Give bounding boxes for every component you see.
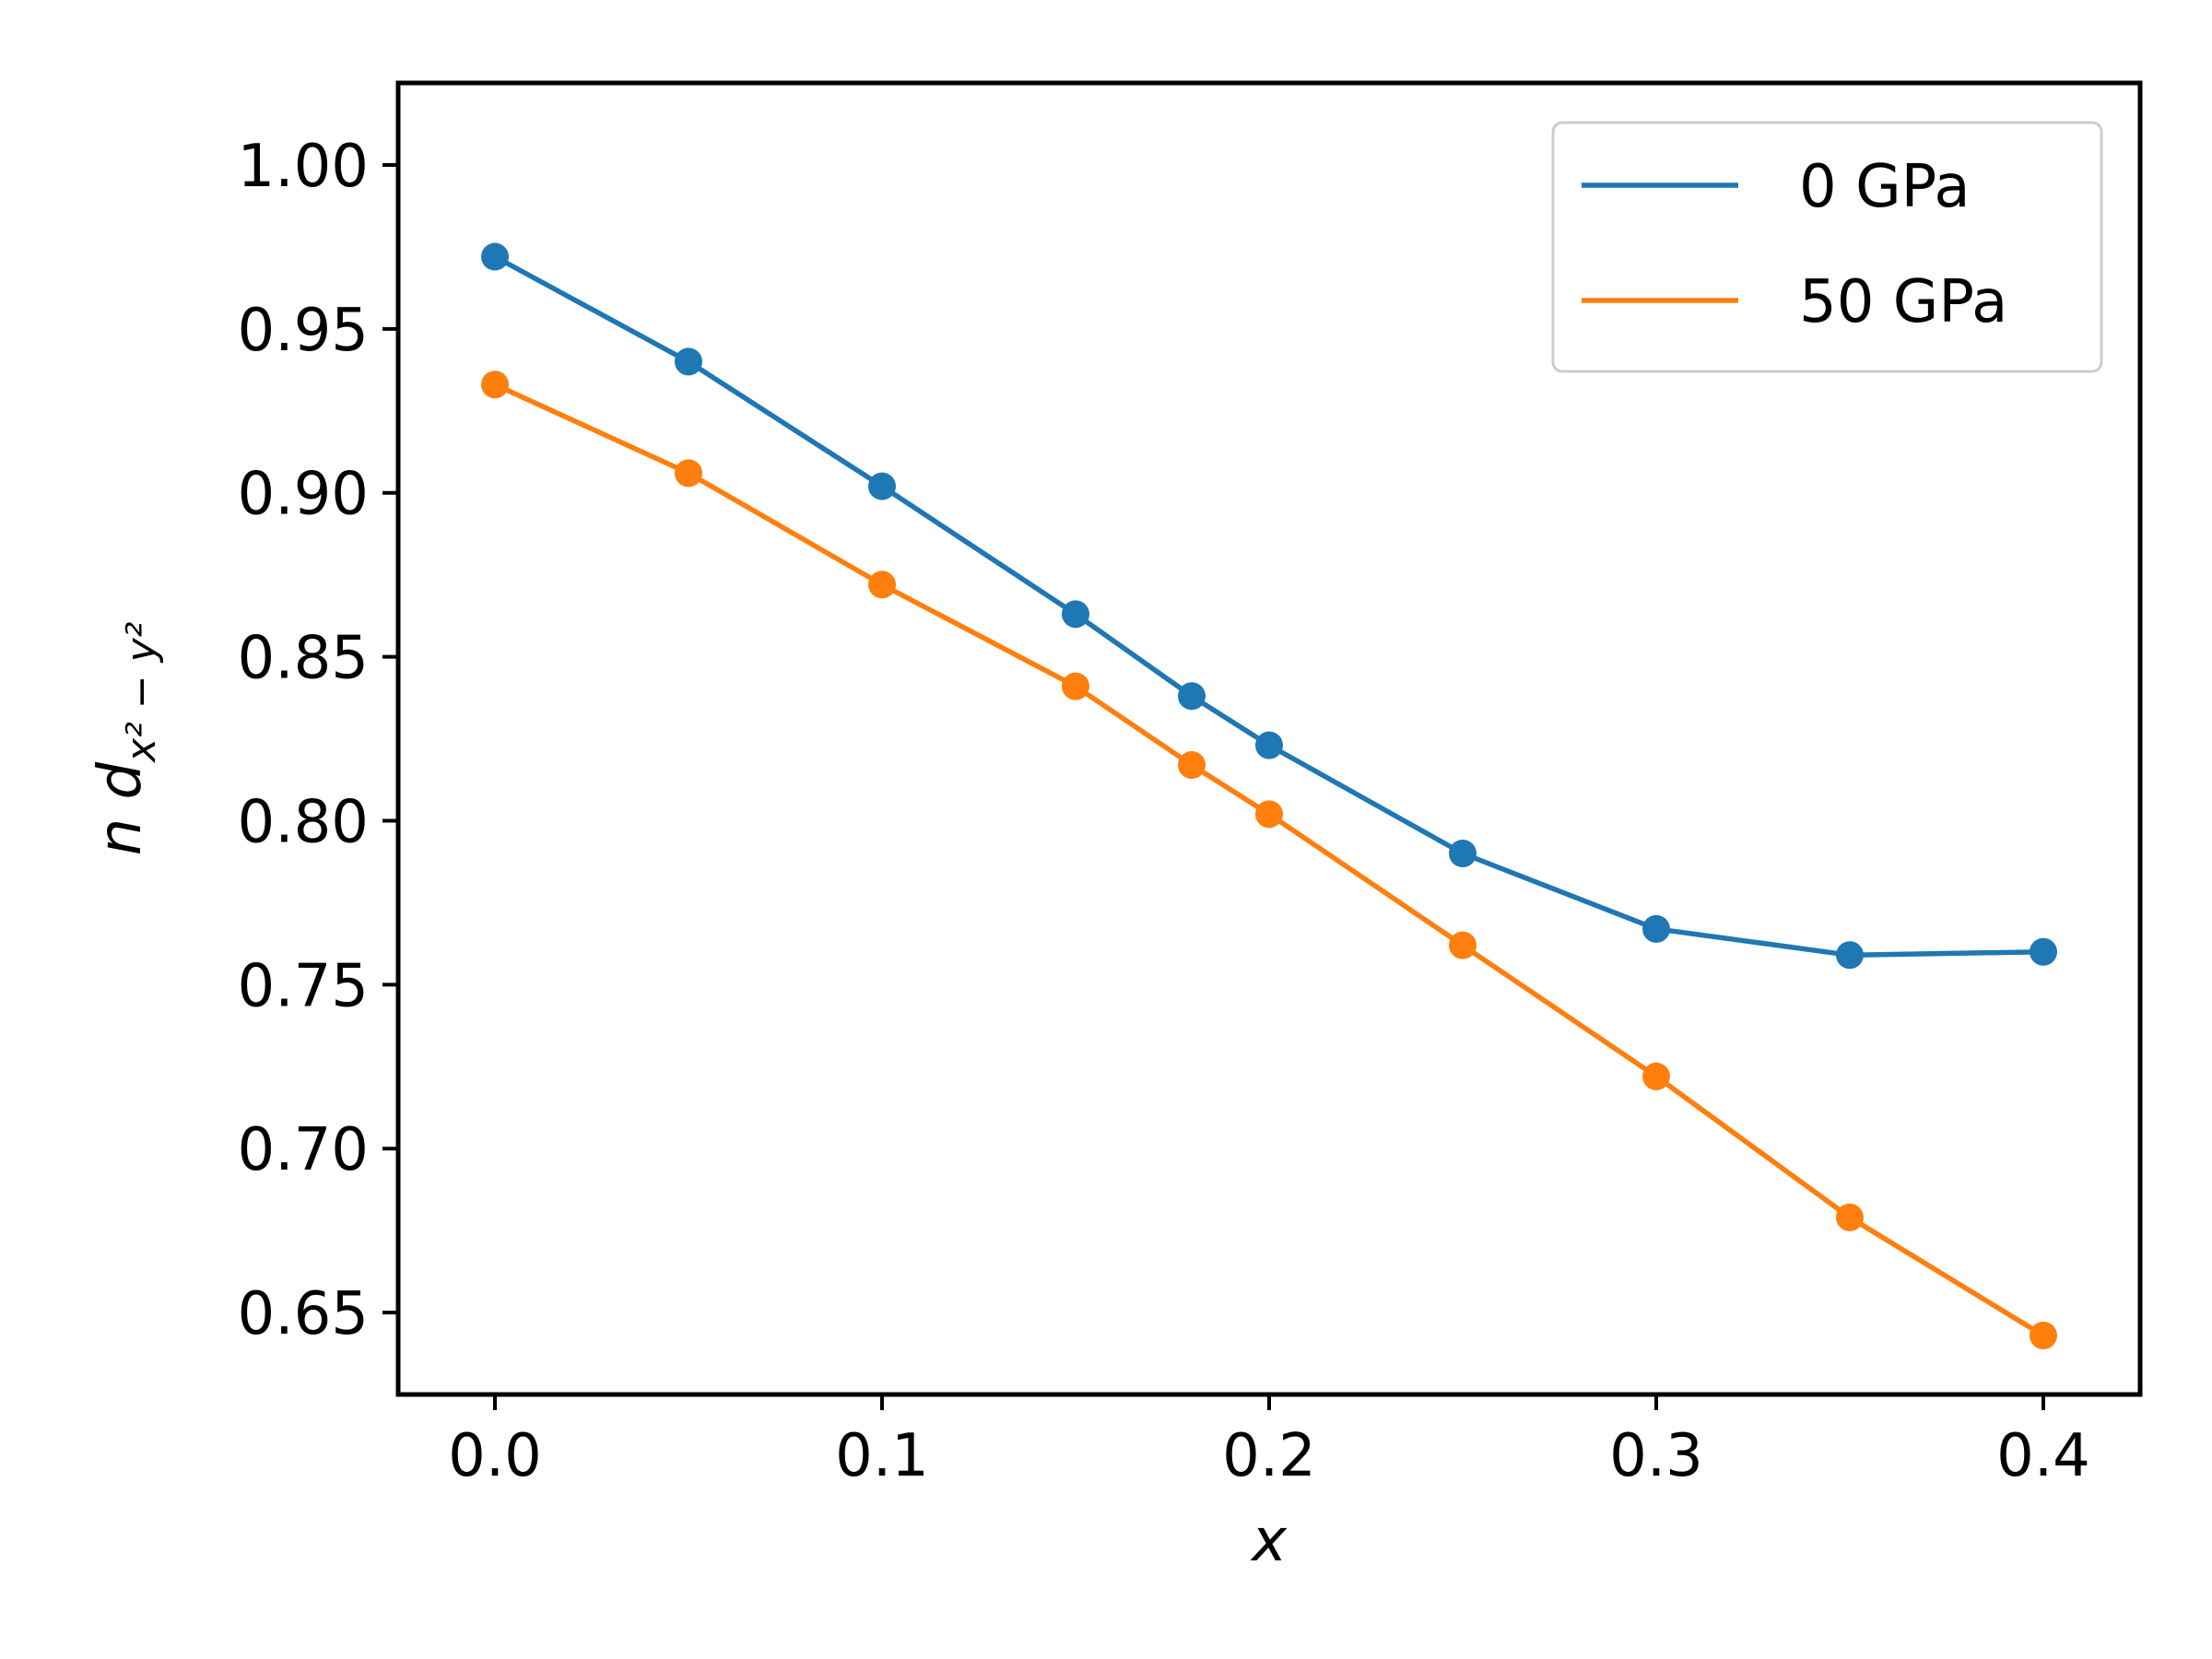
- data-point: [1449, 840, 1477, 868]
- y-tick-label: 0.70: [238, 1116, 370, 1184]
- data-point: [481, 371, 509, 399]
- y-axis-label-main: n d: [87, 761, 155, 855]
- y-tick-label: 0.90: [238, 461, 370, 529]
- data-point: [675, 347, 702, 376]
- legend: 0 GPa 50 GPa: [1551, 121, 2103, 373]
- y-tick-label: 0.85: [238, 625, 370, 693]
- data-point: [1642, 1062, 1670, 1090]
- data-point: [1178, 682, 1206, 711]
- y-axis-label: n dx² − y²: [87, 622, 165, 856]
- data-point: [481, 242, 509, 271]
- y-tick-label: 0.80: [238, 788, 370, 856]
- data-point: [1255, 731, 1283, 759]
- x-tick-label: 0.2: [1222, 1422, 1316, 1490]
- data-point: [1642, 914, 1670, 943]
- data-point: [868, 472, 896, 500]
- data-point: [1255, 800, 1283, 829]
- data-point: [675, 459, 702, 488]
- x-tick-label: 0.4: [1996, 1422, 2090, 1490]
- y-tick-label: 0.75: [238, 952, 370, 1020]
- y-axis-label-subscript: x² − y²: [118, 622, 165, 764]
- x-tick-label: 0.0: [448, 1422, 542, 1490]
- x-axis-label: x: [1250, 1507, 1288, 1575]
- legend-label: 50 GPa: [1799, 268, 2007, 336]
- data-point: [1062, 600, 1089, 629]
- x-tick-label: 0.1: [835, 1422, 929, 1490]
- y-tick-label: 0.95: [238, 297, 370, 365]
- legend-label: 0 GPa: [1799, 153, 1971, 221]
- y-tick-label: 1.00: [238, 133, 370, 201]
- x-axis: 0.0 0.1 0.2 0.3 0.4: [448, 1394, 2090, 1490]
- series-line-1: [492, 382, 2046, 1338]
- data-point: [2030, 1321, 2057, 1349]
- y-tick-label: 0.65: [238, 1280, 370, 1348]
- data-point: [2030, 937, 2057, 966]
- data-point: [1836, 941, 1864, 970]
- series-line-0: [492, 253, 2046, 959]
- x-tick-label: 0.3: [1609, 1422, 1703, 1490]
- series-layer: [481, 242, 2057, 1349]
- data-point: [1449, 931, 1477, 959]
- data-point: [868, 571, 896, 599]
- data-point: [1062, 672, 1089, 700]
- data-point: [1178, 750, 1206, 779]
- y-axis: 0.65 0.70 0.75 0.80 0.85 0.90 0.95 1.00: [238, 133, 398, 1348]
- data-point: [1836, 1203, 1864, 1231]
